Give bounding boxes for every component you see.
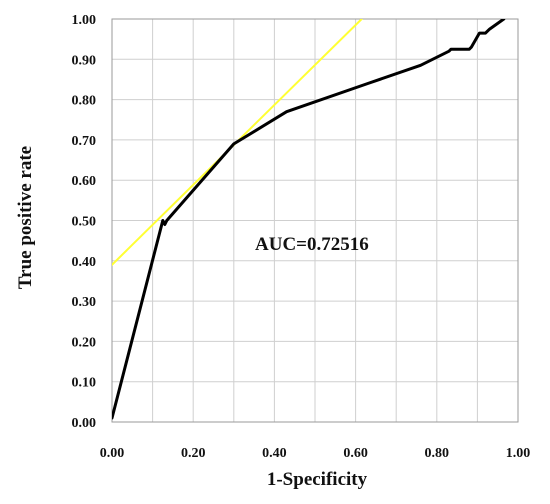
x-tick-label: 1.00 <box>506 446 531 461</box>
x-tick-label: 0.60 <box>343 446 368 461</box>
plot-frame <box>111 18 519 423</box>
roc-curve-line <box>112 19 506 420</box>
x-tick-label: 0.20 <box>181 446 206 461</box>
x-axis-ticks: 0.00 0.20 0.40 0.60 0.80 1.00 <box>100 446 531 461</box>
y-axis-ticks: 0.00 0.10 0.20 0.30 0.40 0.50 0.60 0.70 0.80 0.90… <box>72 13 97 431</box>
y-tick-label: 0.60 <box>72 174 97 189</box>
y-tick-label: 0.40 <box>72 255 97 270</box>
y-tick-label: 0.70 <box>72 134 97 149</box>
x-tick-label: 0.40 <box>262 446 287 461</box>
y-tick-label: 0.80 <box>72 94 97 109</box>
y-tick-label: 0.50 <box>72 215 97 230</box>
y-tick-label: 0.90 <box>72 53 97 68</box>
y-tick-label: 1.00 <box>72 13 97 28</box>
series-layer <box>112 19 506 420</box>
y-tick-label: 0.30 <box>72 295 97 310</box>
y-tick-label: 0.10 <box>72 376 97 391</box>
x-tick-label: 0.80 <box>425 446 450 461</box>
y-axis-title: True positive rate <box>15 146 36 289</box>
auc-annotation: AUC=0.72516 <box>255 234 369 255</box>
y-tick-label: 0.00 <box>72 416 97 431</box>
grid <box>111 18 519 423</box>
x-tick-label: 0.00 <box>100 446 125 461</box>
y-tick-label: 0.20 <box>72 335 97 350</box>
x-axis-title: 1-Specificity <box>267 469 368 490</box>
